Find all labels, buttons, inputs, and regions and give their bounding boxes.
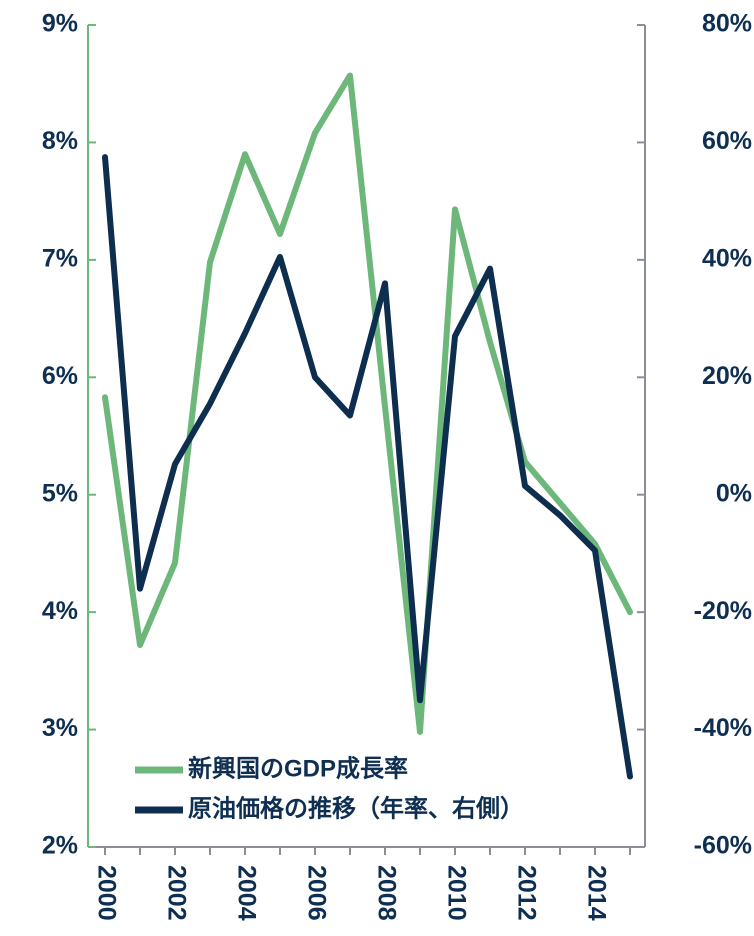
x-tick-label: 2002 <box>162 865 190 921</box>
legend-label: 新興国のGDP成長率 <box>188 754 408 782</box>
x-tick-label: 2008 <box>372 865 400 921</box>
y2-tick-label: -60% <box>694 832 752 860</box>
x-tick-label: 2012 <box>512 865 540 921</box>
x-tick-label: 2010 <box>442 865 470 921</box>
x-tick-label: 2004 <box>232 865 260 921</box>
y2-tick-label: 0% <box>716 479 752 507</box>
y2-tick-label: -40% <box>694 714 752 742</box>
series-line <box>102 154 633 780</box>
x-tick-label: 2014 <box>582 865 610 921</box>
y-tick-label: 4% <box>42 597 78 625</box>
y-tick-label: 7% <box>42 244 78 272</box>
y-tick-label: 5% <box>42 479 78 507</box>
legend-label: 原油価格の推移（年率、右側） <box>188 794 524 822</box>
y2-tick-label: 60% <box>702 127 752 155</box>
y2-tick-label: 20% <box>702 362 752 390</box>
y2-tick-label: 40% <box>702 244 752 272</box>
y-tick-label: 6% <box>42 362 78 390</box>
y-tick-label: 8% <box>42 127 78 155</box>
y-tick-label: 9% <box>42 10 78 38</box>
x-tick-label: 2006 <box>302 865 330 921</box>
y-tick-label: 2% <box>42 832 78 860</box>
y2-tick-label: 80% <box>702 10 752 38</box>
y-tick-label: 3% <box>42 714 78 742</box>
series-line <box>102 72 633 735</box>
x-tick-label: 2000 <box>92 865 120 921</box>
y2-tick-label: -20% <box>694 597 752 625</box>
